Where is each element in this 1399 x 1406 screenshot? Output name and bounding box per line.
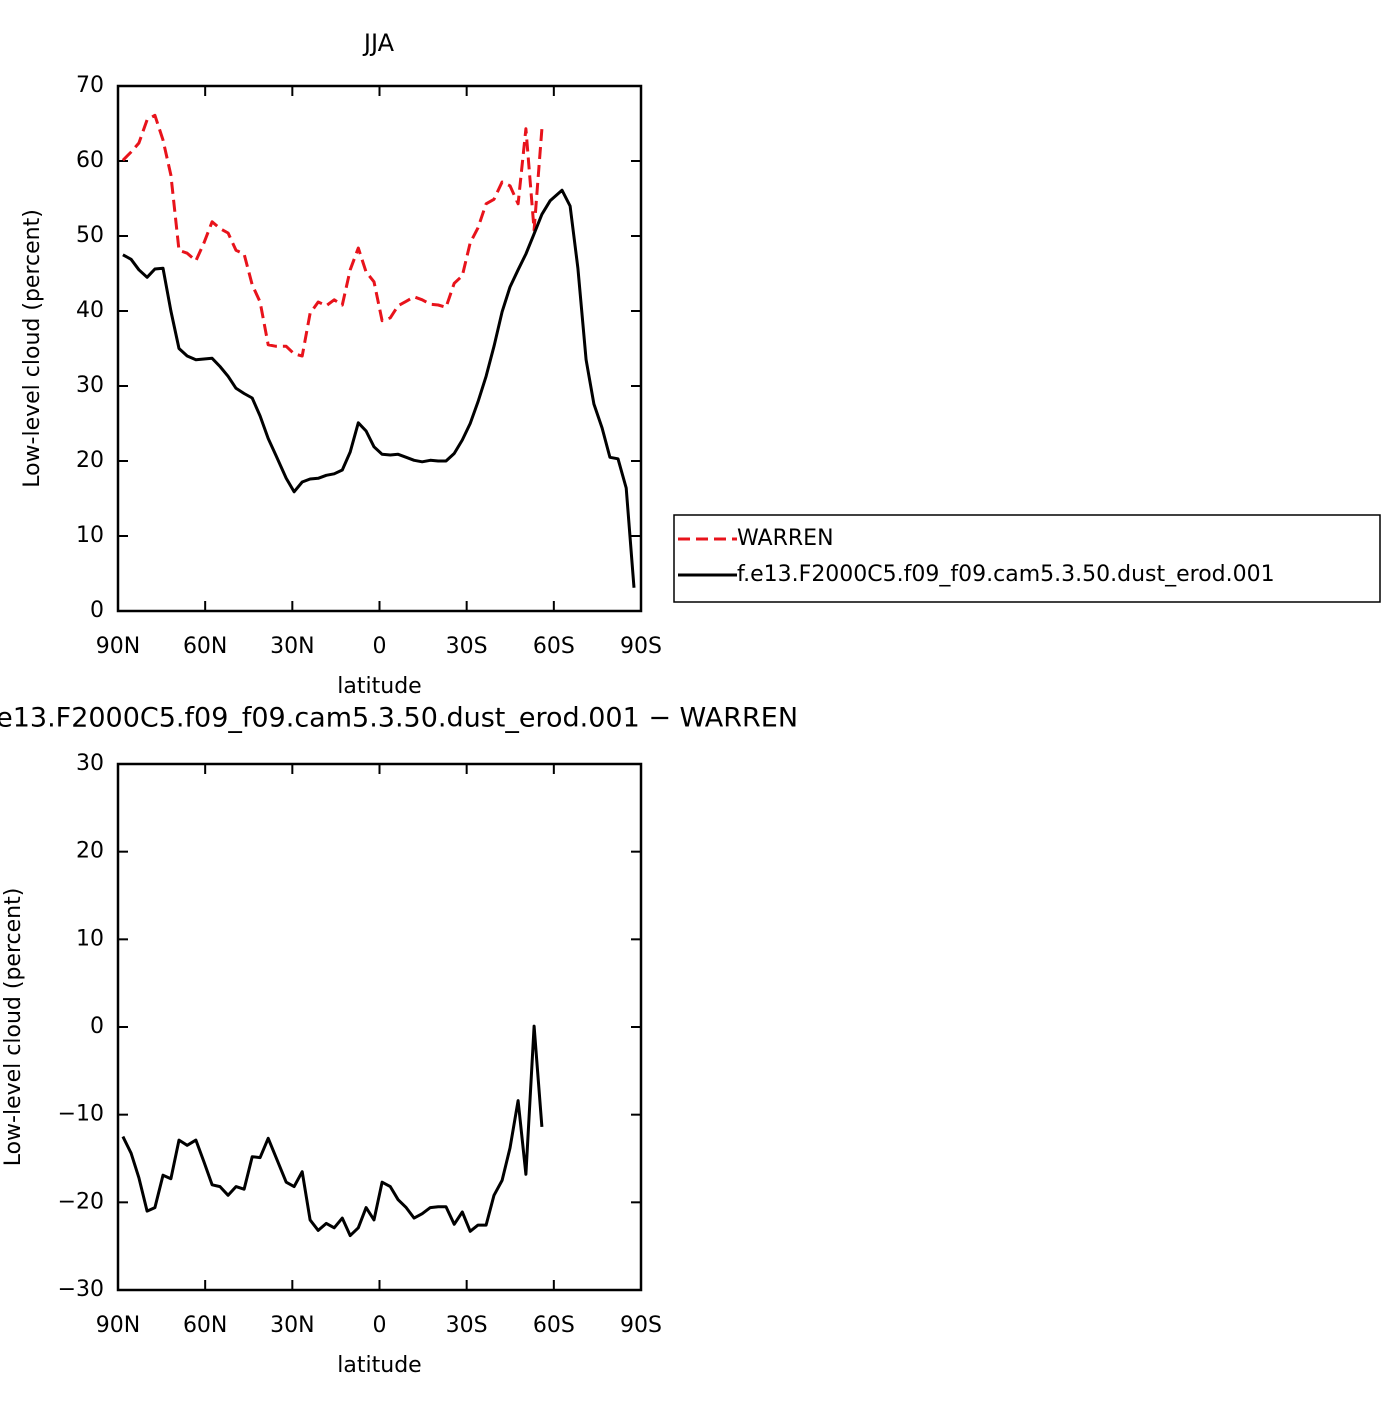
x-tick-label: 90S [620,634,662,659]
y-tick-label: 0 [90,598,104,623]
y-tick-label: 30 [76,751,104,776]
x-tick-label: 60N [183,634,227,659]
y-tick-label: 0 [90,1014,104,1039]
x-tick-label: 0 [373,634,387,659]
x-tick-label: 90S [620,1313,662,1338]
x-tick-label: 60N [183,1313,227,1338]
data-line [121,1024,544,1238]
data-line [122,188,636,588]
legend-label: WARREN [737,526,834,551]
y-tick-label: −10 [58,1102,104,1127]
chart-title: f.e13.F2000C5.f09_f09.cam5.3.50.dust_ero… [0,703,798,734]
y-tick-label: −30 [58,1277,104,1302]
y-axis-label: Low-level cloud (percent) [20,209,45,488]
x-tick-label: 90N [96,1313,140,1338]
x-tick-label: 30N [270,1313,314,1338]
x-tick-label: 30N [270,634,314,659]
legend-box [673,514,1381,603]
y-axis-label: Low-level cloud (percent) [1,888,26,1167]
x-tick-label: 60S [533,634,575,659]
y-tick-label: 70 [76,73,104,98]
data-line [121,113,544,358]
plot-frame [116,84,643,613]
x-tick-label: 90N [96,634,140,659]
y-tick-label: 10 [76,926,104,951]
y-tick-label: −20 [58,1189,104,1214]
plot-frame [116,762,643,1292]
x-tick-label: 30S [446,634,488,659]
chart-title: JJA [362,29,395,57]
legend-label: f.e13.F2000C5.f09_f09.cam5.3.50.dust_ero… [737,562,1275,587]
y-tick-label: 30 [76,373,104,398]
x-tick-label: 30S [446,1313,488,1338]
y-tick-label: 20 [76,839,104,864]
x-tick-label: 0 [373,1313,387,1338]
y-tick-label: 40 [76,298,104,323]
y-tick-label: 20 [76,448,104,473]
x-axis-label: latitude [337,1353,421,1378]
x-axis-label: latitude [337,674,421,699]
y-tick-label: 60 [76,148,104,173]
y-tick-label: 50 [76,223,104,248]
y-tick-label: 10 [76,523,104,548]
x-tick-label: 60S [533,1313,575,1338]
